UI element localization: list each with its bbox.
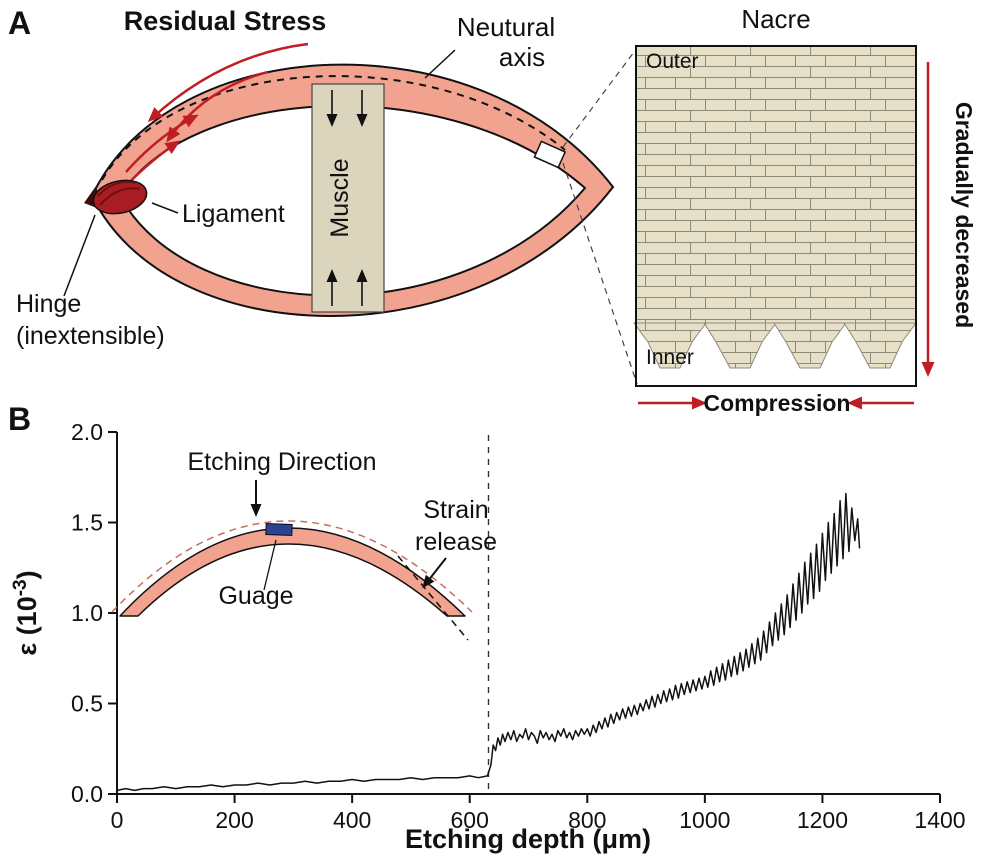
neutral-axis-label-line2: axis [499,42,545,72]
x-axis-title: Etching depth (μm) [405,824,651,854]
nacre-inner-mounds [633,322,917,369]
panel-b: B 0 200 400 600 800 1000 1200 1400 0.0 0.5 1.0 1.5… [8,401,966,854]
y-axis-title-superscript: -3 [10,579,31,596]
neutral-axis-label-line1: Neutural [457,12,555,42]
panel-b-letter: B [8,401,31,437]
gauge-label: Guage [218,582,293,610]
nacre-brick-field [637,47,915,323]
y-tick-label: 0.5 [71,691,103,717]
strain-release-arrow [422,557,447,589]
y-tick-label: 2.0 [71,419,103,445]
strain-gauge [265,523,293,536]
y-tick-label: 1.5 [71,510,103,536]
muscle-contraction-arrows [326,90,368,306]
gauge-leader-line [263,539,277,591]
hinge-leader-line [63,214,96,297]
nacre-inner-label: Inner [646,346,694,369]
hinge-label-line1: Hinge [16,290,81,318]
neutral-axis-leader-line [424,49,456,79]
x-tick-label: 1400 [914,807,965,833]
muscle-band [311,83,385,313]
compression-label: Compression [704,390,851,416]
residual-stress-label: Residual Stress [124,6,327,36]
hinge-label-line2: (inextensible) [16,322,165,350]
y-axis-title-close: ) [12,570,42,579]
nacre-box-border [635,45,917,387]
strain-release-label-line2: release [415,528,497,556]
muscle-label: Muscle [326,158,354,237]
x-tick-label: 1200 [797,807,848,833]
strain-curve [116,492,861,792]
ligament-stripes [97,180,141,206]
etching-direction-label: Etching Direction [188,448,377,476]
residual-stress-arrow [125,114,199,173]
zoom-region-box [533,140,567,169]
inset-schematic: Etching Direction Guage Strain release [111,448,497,641]
released-shape-dashed-outline [111,520,473,613]
nacre-title: Nacre [741,4,810,34]
gradually-decreased-label: Gradually decreased [951,102,977,328]
y-tick-label: 1.0 [71,600,103,626]
x-tick-label: 800 [568,807,606,833]
x-tick-label: 1000 [679,807,730,833]
x-tick-label: 200 [215,807,253,833]
nacre-outer-label: Outer [646,50,699,73]
ligament-label: Ligament [182,200,285,228]
y-axis-title: ε (10-3) [10,570,42,655]
zoom-connector-lines [562,47,638,385]
x-axis-ticks: 0 200 400 600 800 1000 1200 1400 [111,794,966,833]
x-tick-label: 400 [333,807,371,833]
panel-a: A Muscle Residual Stress [8,4,977,416]
strain-release-label-line1: Strain [423,496,488,524]
residual-stress-arrow [147,42,309,123]
x-tick-label: 600 [451,807,489,833]
ligament-leader-line [151,202,179,214]
strain-release-cut-line [397,555,469,641]
y-axis-title-main: ε (10 [12,596,42,655]
shell-arch-band [119,527,466,617]
y-axis-ticks: 0.0 0.5 1.0 1.5 2.0 [71,419,117,807]
panel-a-letter: A [8,5,31,41]
y-tick-label: 0.0 [71,781,103,807]
x-tick-label: 0 [111,807,124,833]
